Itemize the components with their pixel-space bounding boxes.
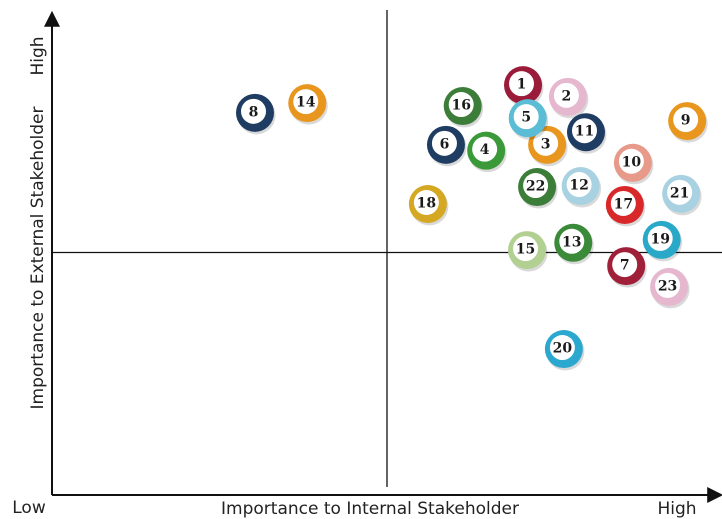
point-center: [553, 82, 579, 108]
point-label: 6: [440, 136, 450, 152]
point-label: 11: [575, 124, 594, 140]
point: 7: [607, 247, 647, 288]
point-center: [523, 173, 549, 199]
point: 9: [668, 102, 708, 143]
point-label: 7: [620, 258, 630, 274]
point: 8: [236, 93, 276, 135]
point-label: 2: [562, 88, 572, 104]
point-center: [610, 190, 636, 216]
point: 14: [288, 84, 328, 125]
point-center: [566, 172, 592, 198]
point-center: [241, 98, 267, 124]
point: 6: [426, 125, 467, 167]
point-label: 9: [681, 113, 691, 129]
point-center: [549, 335, 575, 361]
x-axis-title: Importance to Internal Stakeholder: [221, 499, 519, 519]
point-center: [509, 71, 535, 97]
point-label: 14: [296, 95, 316, 111]
point: 4: [467, 131, 507, 173]
point: 5: [508, 99, 549, 140]
point-center: [513, 104, 539, 130]
point: 15: [508, 231, 548, 272]
point: 3: [528, 125, 568, 167]
point-center: [472, 136, 498, 162]
point-label: 22: [526, 179, 545, 195]
point: 20: [544, 330, 585, 371]
point-label: 1: [517, 77, 527, 93]
point-center: [448, 92, 474, 118]
point-label: 16: [451, 98, 470, 114]
point-label: 17: [614, 196, 633, 212]
point-center: [667, 179, 693, 205]
point: 10: [613, 143, 654, 185]
point-label: 13: [562, 234, 581, 250]
point: 1: [504, 66, 544, 107]
point-center: [559, 228, 585, 254]
point: 16: [443, 87, 484, 128]
point: 19: [642, 220, 683, 262]
point: 12: [561, 167, 602, 208]
point: 18: [408, 185, 449, 226]
point-label: 10: [622, 154, 642, 170]
x-axis-start-label: Low: [12, 498, 46, 518]
point-center: [413, 190, 439, 215]
point-center: [673, 107, 699, 133]
point-label: 8: [249, 104, 259, 120]
point: 13: [554, 223, 594, 265]
point-center: [293, 89, 319, 115]
point: 2: [548, 77, 589, 119]
point-center: [612, 252, 638, 278]
y-axis-title: Importance to External Stakeholder: [28, 107, 48, 410]
point-label: 20: [553, 341, 573, 357]
point: 21: [662, 174, 702, 216]
point-center: [647, 225, 673, 251]
point-center: [513, 236, 539, 262]
point: 11: [566, 113, 607, 154]
point-center: [571, 118, 597, 144]
point-center: [618, 148, 644, 174]
y-axis-end-label: High: [28, 36, 48, 75]
point-label: 23: [658, 278, 677, 294]
point-label: 19: [650, 231, 669, 247]
point-center: [655, 272, 681, 298]
point-label: 15: [516, 242, 535, 258]
x-axis-end-label: High: [657, 499, 696, 519]
point: 22: [518, 168, 558, 209]
point-center: [533, 130, 559, 156]
point-label: 21: [670, 185, 689, 201]
point-label: 5: [521, 110, 531, 126]
point-label: 18: [417, 196, 436, 212]
point-label: 12: [569, 178, 588, 194]
point-center: [431, 130, 457, 156]
point-label: 3: [541, 136, 551, 152]
point: 23: [650, 267, 690, 309]
point: 17: [605, 185, 646, 227]
point-label: 4: [480, 142, 490, 158]
